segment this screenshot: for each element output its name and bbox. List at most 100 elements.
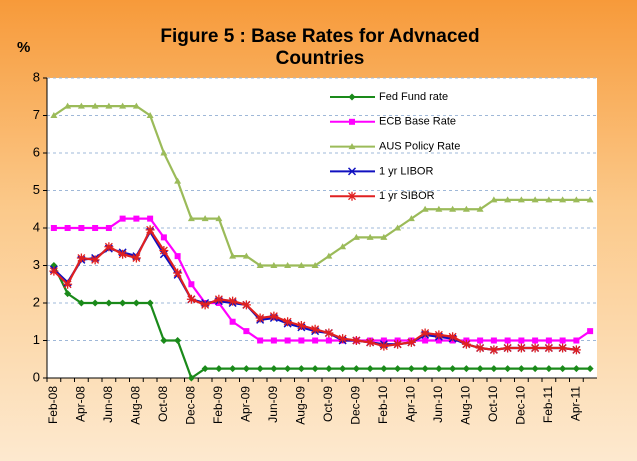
x-tick-label: Feb-10: [376, 386, 390, 424]
data-point: [545, 365, 553, 373]
data-point: [104, 242, 114, 252]
data-point: [119, 102, 127, 109]
data-point: [531, 365, 539, 373]
x-tick-label: Aug-10: [459, 386, 473, 425]
data-point: [407, 215, 415, 222]
data-point: [159, 246, 169, 255]
data-point: [76, 253, 86, 263]
data-point: [420, 328, 430, 338]
legend-marker: [348, 93, 356, 101]
data-point: [475, 343, 485, 353]
data-point: [462, 365, 470, 373]
data-point: [174, 337, 182, 344]
y-tick-label: 5: [33, 182, 40, 197]
data-point: [477, 337, 484, 344]
x-tick-label: Dec-09: [349, 386, 363, 425]
data-point: [215, 365, 223, 373]
data-point: [380, 233, 388, 240]
data-point: [64, 102, 72, 109]
data-point: [545, 196, 553, 203]
x-tick-label: Aug-08: [129, 386, 143, 425]
series-line: [53, 217, 591, 342]
data-point: [214, 294, 224, 304]
data-point: [270, 365, 278, 373]
data-point: [174, 177, 182, 184]
data-point: [133, 215, 140, 222]
data-point: [119, 215, 126, 222]
data-point: [160, 337, 168, 344]
data-point: [461, 339, 471, 349]
x-tick-label: Jun-09: [266, 386, 280, 423]
legend-label: Fed Fund rate: [379, 91, 448, 103]
data-point: [393, 339, 403, 349]
y-tick-label: 6: [33, 144, 40, 159]
data-point: [435, 205, 443, 212]
data-point: [312, 337, 319, 344]
data-point: [394, 365, 402, 373]
data-point: [559, 196, 567, 203]
data-point: [215, 215, 223, 222]
data-point: [462, 205, 470, 212]
data-point: [160, 234, 167, 241]
x-tick-label: Oct-10: [486, 386, 500, 422]
data-point: [490, 337, 497, 344]
data-point: [49, 266, 59, 276]
data-point: [504, 365, 512, 373]
data-point: [284, 365, 292, 373]
data-point: [503, 343, 513, 353]
data-point: [518, 337, 525, 344]
data-point: [587, 328, 594, 335]
data-point: [545, 337, 552, 344]
legend-label: 1 yr LIBOR: [379, 165, 433, 177]
data-point: [105, 225, 112, 231]
legend-marker: [348, 143, 356, 150]
data-point: [325, 337, 332, 344]
data-point: [91, 102, 99, 109]
data-point: [119, 299, 127, 307]
x-tick-label: Oct-08: [156, 386, 170, 422]
data-point: [380, 337, 387, 344]
data-point: [324, 328, 334, 338]
data-point: [586, 365, 594, 373]
data-point: [91, 299, 99, 307]
data-point: [338, 334, 348, 344]
data-point: [50, 112, 58, 118]
legend-label: 1 yr SIBOR: [379, 190, 435, 202]
data-point: [283, 317, 293, 327]
data-point: [310, 324, 320, 334]
data-point: [530, 343, 540, 353]
data-point: [64, 225, 71, 231]
data-point: [243, 328, 250, 335]
y-tick-label: 4: [33, 219, 40, 234]
data-point: [544, 343, 554, 353]
y-tick-label: 0: [33, 369, 40, 384]
data-point: [50, 225, 57, 231]
data-point: [241, 300, 251, 310]
data-point: [256, 365, 264, 373]
data-point: [490, 196, 498, 203]
data-point: [366, 365, 374, 373]
data-point: [145, 225, 155, 235]
data-point: [517, 365, 525, 373]
data-point: [228, 296, 238, 306]
x-tick-label: Feb-09: [211, 386, 225, 424]
data-point: [64, 290, 72, 298]
chart-title: Figure 5 : Base Rates for Advnaced Count…: [160, 26, 480, 69]
data-point: [257, 337, 264, 344]
data-point: [325, 365, 333, 373]
series-line: [53, 105, 591, 267]
data-point: [435, 365, 443, 373]
data-point: [365, 337, 375, 347]
data-point: [504, 337, 511, 344]
data-point: [187, 374, 195, 382]
legend-marker: [347, 167, 357, 176]
data-point: [366, 233, 374, 240]
data-point: [325, 252, 333, 259]
data-point: [297, 365, 305, 373]
data-point: [380, 365, 388, 373]
data-point: [339, 365, 347, 373]
data-point: [201, 215, 209, 222]
data-point: [77, 102, 85, 109]
